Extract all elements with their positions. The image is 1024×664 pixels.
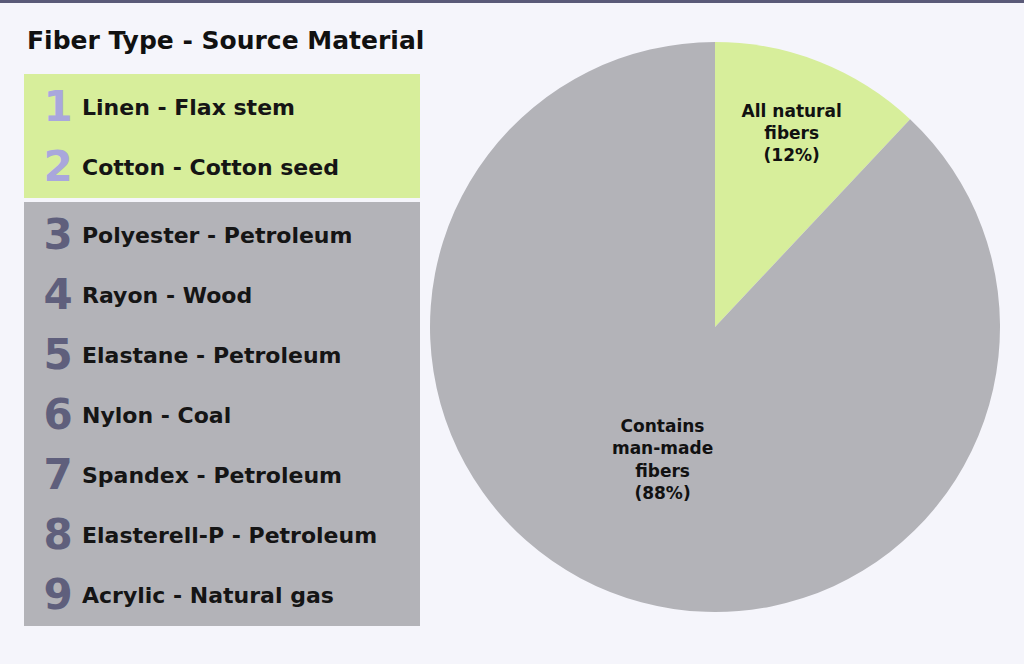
html-text:3 Polyester - Petroleum: 3 Polyester - Petroleum [43, 210, 353, 259]
html-text:7 Spandex - Petroleum: 7 Spandex - Petroleum [43, 450, 342, 499]
html-text:5 Elastane - Petroleum: 5 Elastane - Petroleum [43, 330, 342, 379]
html-text:Fiber Type - Source Material: Fiber Type - Source Material [27, 26, 425, 55]
svg-text:Containsman-madefibers(88%): Containsman-madefibers(88%) [612, 416, 713, 502]
html-text:1 Linen - Flax stem: 1 Linen - Flax stem [43, 82, 295, 131]
html-text:9 Acrylic - Natural gas: 9 Acrylic - Natural gas [43, 570, 334, 619]
html-text:4 Rayon - Wood: 4 Rayon - Wood [43, 270, 253, 319]
svg-text:All naturalfibers(12%): All naturalfibers(12%) [742, 101, 842, 165]
html-text:8 Elasterell-P - Petroleum: 8 Elasterell-P - Petroleum [43, 510, 378, 559]
html-text:2 Cotton - Cotton seed: 2 Cotton - Cotton seed [43, 142, 339, 191]
html-text:6 Nylon - Coal: 6 Nylon - Coal [43, 390, 232, 439]
